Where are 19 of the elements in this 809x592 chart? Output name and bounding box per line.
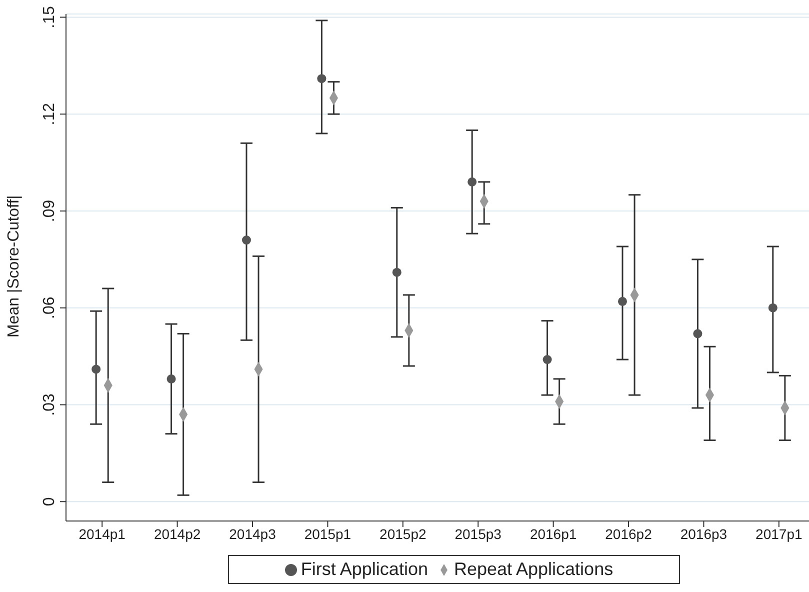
x-tick-label: 2014p2 [154, 526, 201, 542]
x-tick-label: 2014p1 [78, 526, 126, 542]
legend-label: Repeat Applications [454, 559, 614, 579]
x-tick-label: 2016p3 [680, 526, 728, 542]
y-tick-label: 0 [41, 497, 58, 506]
legend-label: First Application [300, 559, 428, 579]
y-tick-label: .09 [41, 200, 58, 222]
x-tick-label: 2015p2 [380, 526, 426, 542]
y-tick-label: .12 [41, 102, 58, 126]
y-axis-title: Mean |Score-Cutoff| [6, 195, 23, 338]
y-tick-label: .03 [41, 394, 58, 416]
x-tick-label: 2017p1 [756, 526, 802, 542]
x-tick-label: 2015p3 [454, 526, 502, 542]
x-tick-label: 2016p2 [605, 526, 652, 542]
x-tick-label: 2014p3 [229, 526, 276, 542]
y-tick-label: .15 [41, 6, 58, 28]
y-tick-label: .06 [41, 296, 58, 319]
x-tick-label: 2015p1 [304, 526, 352, 542]
x-tick-label: 2016p1 [530, 526, 577, 542]
